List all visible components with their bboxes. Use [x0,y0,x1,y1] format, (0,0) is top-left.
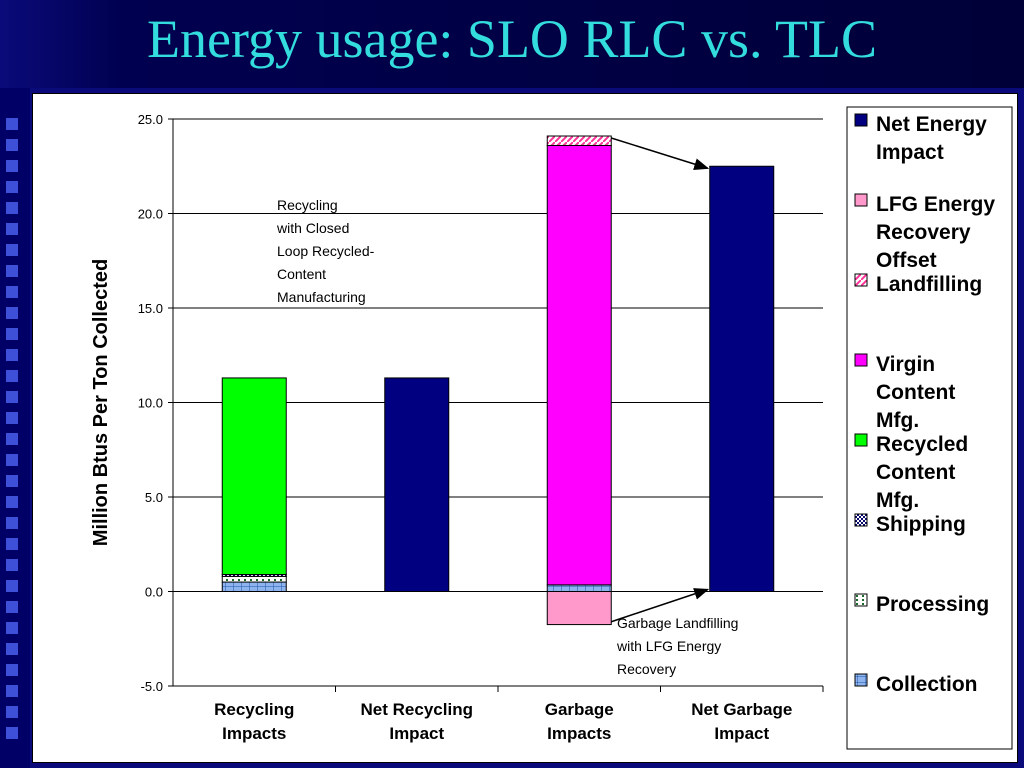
legend: Net Energy Impact LFG Energy Recovery Offset… [846,106,1013,750]
decorative-square [6,244,18,256]
decorative-square [6,601,18,613]
decorative-square [6,370,18,382]
legend-label: Shipping [876,513,966,536]
legend-label: LFG Energy [876,193,995,216]
bar-segment [221,581,287,592]
decorative-square [6,664,18,676]
annotation-text: Recovery [617,661,676,677]
bar-segment [546,144,612,586]
decorative-square [6,622,18,634]
decorative-square [6,433,18,445]
legend-label: Offset [876,249,937,272]
legend-label: Impact [876,141,944,164]
decorative-square [6,160,18,172]
title-band [0,0,1024,88]
decorative-square [6,118,18,130]
legend-swatch [854,113,868,127]
annotation-text: Recycling [277,197,338,213]
axes: 25.0 20.0 15.0 10.0 5.0 0.0 -5.0 Million Btus P… [90,112,824,743]
chart-panel: 25.0 20.0 15.0 10.0 5.0 0.0 -5.0 Million Btus P… [32,93,1018,763]
decorative-square [6,559,18,571]
decorative-square [6,181,18,193]
legend-label: Mfg. [876,489,919,512]
decorative-square [6,538,18,550]
x-category-label: Net Garbage [691,700,792,719]
left-decorative-strip [0,0,30,768]
bar-segment [546,135,612,146]
annotation-text: Loop Recycled- [277,243,375,259]
x-category-label: Garbage [545,700,614,719]
decorative-square [6,202,18,214]
decorative-square [6,496,18,508]
y-axis-label: Million Btus Per Ton Collected [90,259,112,546]
annotation-text: Garbage Landfilling [617,615,738,631]
decorative-square [6,454,18,466]
decorative-square [6,223,18,235]
decorative-square [6,475,18,487]
bars [221,135,775,626]
y-tick-label: -5.0 [141,679,163,694]
decorative-square [6,139,18,151]
decorative-square [6,412,18,424]
legend-box [846,106,1013,750]
x-category-label: Recycling [214,700,294,719]
x-category-label: Impact [714,724,769,743]
y-tick-label: 5.0 [145,490,163,505]
decorative-square [6,307,18,319]
decorative-square [6,286,18,298]
legend-swatch [854,513,868,527]
legend-label: Processing [876,593,989,616]
annotation-arrow [611,588,710,623]
decorative-square [6,580,18,592]
legend-swatch [854,273,868,287]
energy-chart: 25.0 20.0 15.0 10.0 5.0 0.0 -5.0 Million Btus P… [90,106,1013,750]
legend-label: Landfilling [876,273,982,296]
bar-segment [546,591,612,626]
slide-title: Energy usage: SLO RLC vs. TLC [147,9,877,69]
y-tick-label: 20.0 [138,207,163,222]
bar-segment [221,575,287,583]
decorative-square [6,727,18,739]
y-tick-label: 25.0 [138,112,163,127]
decorative-square [6,685,18,697]
bar-segment [709,165,775,592]
annotation-text: Manufacturing [277,289,366,305]
annotation-text: with LFG Energy [616,638,721,654]
decorative-squares [6,118,24,748]
annotation-text: with Closed [276,220,349,236]
x-category-label: Net Recycling [361,700,473,719]
legend-label: Content [876,381,955,404]
decorative-square [6,517,18,529]
legend-label: Virgin [876,353,935,376]
annotations: Recycling with Closed Loop Recycled- Conten… [276,137,738,677]
decorative-square [6,391,18,403]
legend-label: Mfg. [876,409,919,432]
annotation-text: Content [277,266,326,282]
x-category-label: Impact [389,724,444,743]
annotation-arrow [611,137,710,170]
legend-swatch [854,673,868,687]
decorative-square [6,328,18,340]
legend-swatch [854,353,868,367]
legend-label: Content [876,461,955,484]
y-tick-label: 0.0 [145,585,163,600]
legend-label: Collection [876,673,978,696]
bar-segment [546,584,612,593]
x-category-label: Impacts [222,724,286,743]
decorative-square [6,643,18,655]
bar-segment [384,377,450,592]
decorative-square [6,349,18,361]
legend-label: Recycled [876,433,968,456]
y-tick-label: 15.0 [138,301,163,316]
legend-label: Net Energy [876,113,987,136]
legend-label: Recovery [876,221,971,244]
legend-swatch [854,593,868,607]
legend-swatch [854,433,868,447]
legend-swatch [854,193,868,207]
decorative-square [6,265,18,277]
bar-segment [221,377,287,575]
x-category-label: Impacts [547,724,611,743]
decorative-square [6,706,18,718]
y-tick-label: 10.0 [138,396,163,411]
